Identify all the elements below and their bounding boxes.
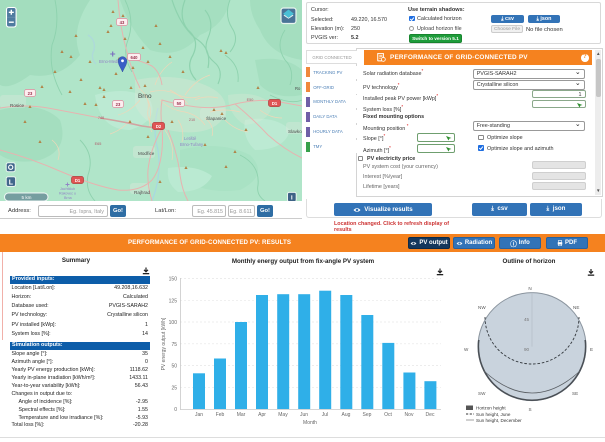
svg-text:Brno-Tuřany: Brno-Tuřany bbox=[180, 142, 204, 147]
svg-text:L: L bbox=[9, 180, 14, 187]
svg-text:SW: SW bbox=[478, 391, 486, 396]
svg-text:NE: NE bbox=[573, 305, 579, 310]
svg-text:640: 640 bbox=[131, 55, 139, 60]
svg-text:i: i bbox=[291, 195, 293, 201]
svg-text:Sep: Sep bbox=[363, 412, 372, 418]
svg-text:Brno: Brno bbox=[138, 93, 152, 100]
svg-text:Slavko: Slavko bbox=[288, 129, 302, 134]
svg-text:Outline of horizon: Outline of horizon bbox=[503, 258, 556, 265]
svg-text:May: May bbox=[278, 412, 288, 418]
svg-text:Aug: Aug bbox=[342, 412, 351, 418]
svg-text:D2: D2 bbox=[156, 124, 162, 129]
svg-text:Rosice: Rosice bbox=[10, 103, 24, 108]
svg-text:Brna: Brna bbox=[64, 196, 72, 200]
svg-text:50: 50 bbox=[177, 101, 182, 106]
svg-text:SE: SE bbox=[572, 391, 578, 396]
svg-text:Monthly energy output from fix: Monthly energy output from fix-angle PV … bbox=[232, 258, 375, 265]
svg-text:N: N bbox=[528, 286, 531, 291]
svg-text:Letiště: Letiště bbox=[184, 136, 197, 141]
svg-text:5 km: 5 km bbox=[22, 195, 32, 200]
svg-text:Brno-Medl: Brno-Medl bbox=[99, 59, 118, 64]
svg-text:Rakovec u: Rakovec u bbox=[59, 192, 76, 196]
svg-text:23: 23 bbox=[116, 102, 121, 107]
svg-text:Horizon height: Horizon height bbox=[476, 406, 506, 411]
svg-text:210: 210 bbox=[189, 118, 195, 122]
svg-text:23: 23 bbox=[28, 91, 33, 96]
svg-text:Sun height, December: Sun height, December bbox=[476, 418, 522, 423]
svg-text:D1: D1 bbox=[272, 101, 278, 106]
svg-text:75: 75 bbox=[171, 342, 177, 348]
svg-text:125: 125 bbox=[169, 298, 178, 304]
svg-text:Jachtklub: Jachtklub bbox=[60, 187, 75, 191]
svg-text:Nov: Nov bbox=[405, 412, 414, 418]
svg-text:Mar: Mar bbox=[237, 412, 246, 418]
svg-text:Jul: Jul bbox=[322, 412, 328, 418]
svg-text:0: 0 bbox=[174, 407, 177, 413]
svg-text:D1: D1 bbox=[75, 178, 81, 183]
svg-text:43: 43 bbox=[120, 20, 125, 25]
svg-text:Feb: Feb bbox=[216, 412, 225, 418]
svg-text:25: 25 bbox=[171, 385, 177, 391]
svg-text:50: 50 bbox=[171, 364, 177, 370]
svg-text:150: 150 bbox=[169, 277, 178, 283]
svg-text:Šlapanice: Šlapanice bbox=[206, 115, 227, 121]
svg-text:Modřice: Modřice bbox=[138, 151, 155, 156]
svg-text:100: 100 bbox=[169, 320, 178, 326]
svg-text:NW: NW bbox=[478, 305, 486, 310]
svg-text:Apr: Apr bbox=[258, 412, 266, 418]
svg-text:S: S bbox=[528, 407, 531, 412]
svg-text:Jun: Jun bbox=[300, 412, 308, 418]
svg-text:90: 90 bbox=[524, 347, 530, 352]
svg-text:45: 45 bbox=[524, 317, 530, 322]
svg-text:Rajhrad: Rajhrad bbox=[134, 190, 151, 195]
svg-text:E65: E65 bbox=[95, 142, 102, 146]
svg-text:748: 748 bbox=[98, 116, 104, 120]
svg-text:PV energy output [kWh]: PV energy output [kWh] bbox=[161, 317, 167, 370]
svg-text:W: W bbox=[464, 347, 469, 352]
svg-text:Dec: Dec bbox=[426, 412, 435, 418]
svg-text:E50: E50 bbox=[247, 98, 254, 102]
svg-text:Oct: Oct bbox=[384, 412, 392, 418]
svg-text:Jan: Jan bbox=[195, 412, 203, 418]
svg-text:Ro: Ro bbox=[295, 86, 301, 91]
svg-text:Sun height, June: Sun height, June bbox=[476, 412, 511, 417]
svg-text:Month: Month bbox=[303, 420, 317, 426]
svg-text:E: E bbox=[590, 347, 593, 352]
